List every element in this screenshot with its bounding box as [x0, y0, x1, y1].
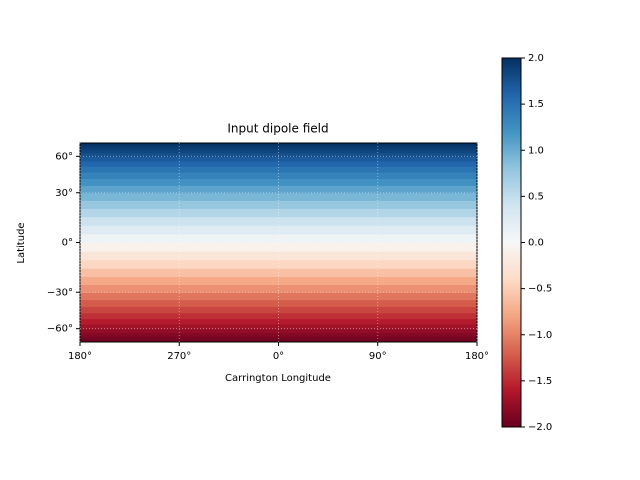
colorbar-tick-label: −1.0 [528, 330, 552, 341]
heat-band [80, 172, 477, 180]
heat-band [80, 160, 477, 167]
y-tick-label: 60° [55, 151, 73, 162]
heat-band [80, 332, 477, 337]
colorbar-tick-label: 0.5 [528, 191, 544, 202]
heat-band [80, 328, 477, 334]
x-tick-label: 270° [167, 351, 191, 362]
colorbar-tick-label: 1.5 [528, 99, 544, 110]
heat-band [80, 233, 477, 243]
colorbar [501, 57, 522, 428]
heat-band [80, 200, 477, 209]
y-tick-label: −60° [47, 324, 73, 335]
x-tick-label: 90° [369, 351, 387, 362]
heat-band [80, 143, 477, 146]
heat-band [80, 152, 477, 157]
colorbar-tick-label: 1.0 [528, 145, 544, 156]
x-tick-label: 180° [68, 351, 92, 362]
colorbar-tick-label: 0.0 [528, 238, 544, 249]
x-tick-label: 0° [273, 351, 284, 362]
x-tick-label: 180° [465, 351, 489, 362]
heat-band [80, 242, 477, 252]
y-tick-label: −30° [47, 287, 73, 298]
heat-band [80, 144, 477, 147]
heat-band [80, 318, 477, 325]
heat-band [80, 185, 477, 194]
heat-band [80, 312, 477, 320]
colorbar-tick-label: −0.5 [528, 284, 552, 295]
chart-title: Input dipole field [227, 122, 328, 136]
heat-band [80, 251, 477, 261]
heat-band [80, 192, 477, 201]
heat-band [80, 299, 477, 307]
heat-band [80, 276, 477, 286]
heat-band [80, 146, 477, 150]
heat-band [80, 306, 477, 314]
heat-band [80, 335, 477, 340]
y-axis-label: Latitude [16, 222, 27, 263]
colorbar-tick-label: −1.5 [528, 376, 552, 387]
x-axis-label: Carrington Longitude [225, 373, 331, 384]
colorbar-tick-label: 2.0 [528, 53, 544, 64]
heat-band [80, 149, 477, 153]
heat-band [80, 166, 477, 173]
colorbar-tick-label: −2.0 [528, 422, 552, 433]
heat-band [80, 259, 477, 269]
heat-band [80, 225, 477, 235]
heat-band [80, 284, 477, 293]
y-tick-label: 0° [62, 238, 73, 249]
heat-band [80, 338, 477, 341]
y-tick-label: 30° [55, 188, 73, 199]
